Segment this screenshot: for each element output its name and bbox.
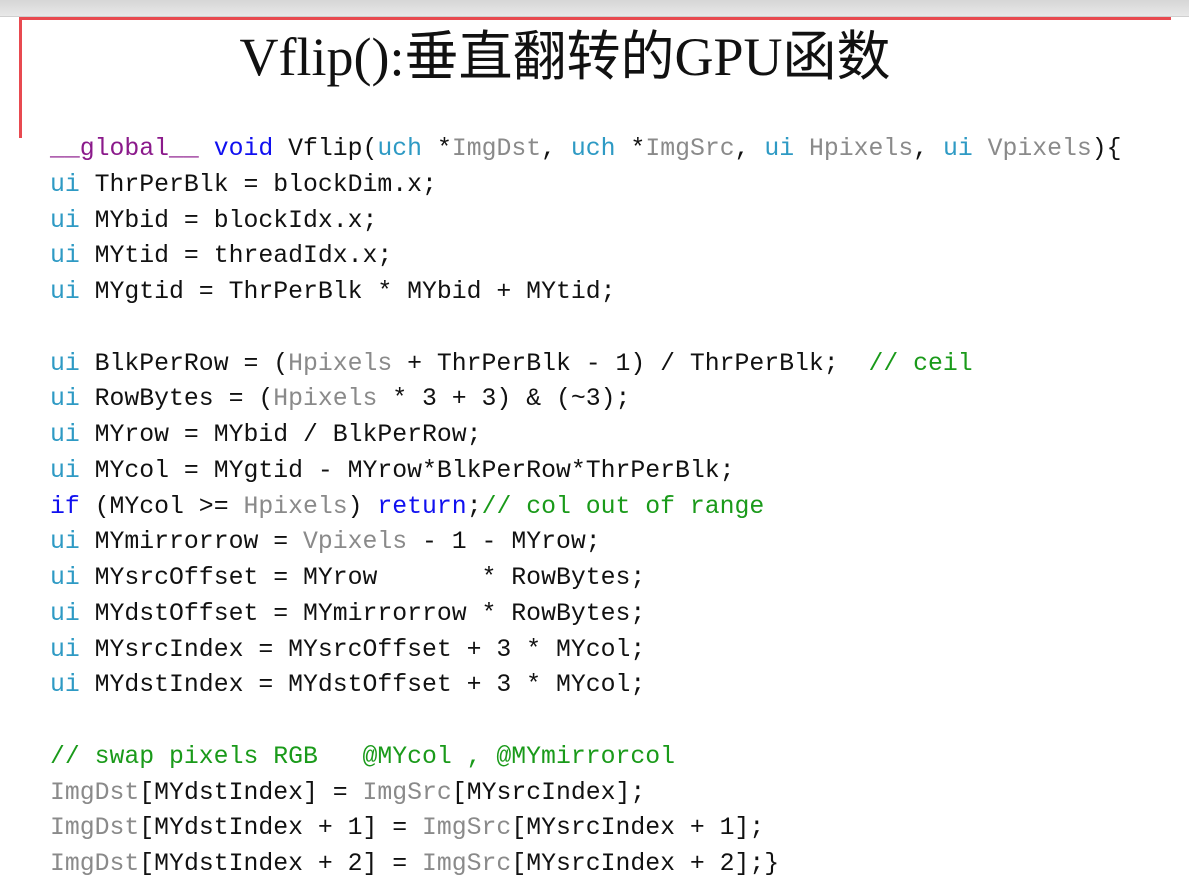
code-line: ui MYgtid = ThrPerBlk * MYbid + MYtid; <box>50 275 1122 311</box>
code-token: [MYsrcIndex + 2];} <box>511 850 780 878</box>
code-token: ui <box>50 349 80 378</box>
code-token: MYtid = threadIdx.x; <box>79 242 393 271</box>
code-token <box>973 135 988 163</box>
code-token: MYmirrorrow = <box>79 528 303 557</box>
code-token: , <box>734 135 765 163</box>
code-token: MYgtid = ThrPerBlk * MYbid + MYtid; <box>79 278 616 306</box>
code-token: [MYsrcIndex + 1]; <box>511 814 765 843</box>
code-token: MYrow = MYbid / BlkPerRow; <box>79 421 482 449</box>
title-accent-line <box>19 17 1171 20</box>
code-line: __global__ void Vflip(uch *ImgDst, uch *… <box>50 132 1122 168</box>
code-line: ImgDst[MYdstIndex + 2] = ImgSrc[MYsrcInd… <box>50 847 1122 883</box>
code-token: ui <box>50 170 80 199</box>
code-line: ui MYmirrorrow = Vpixels - 1 - MYrow; <box>50 525 1122 561</box>
code-token: ui <box>50 206 80 235</box>
code-line: ui MYsrcIndex = MYsrcOffset + 3 * MYcol; <box>50 633 1122 669</box>
code-token: , <box>913 135 943 163</box>
code-token: return <box>377 492 467 521</box>
code-token: Hpixels <box>288 349 393 378</box>
code-token: Vpixels <box>302 528 408 557</box>
code-token: Hpixels <box>243 492 348 521</box>
code-token: Vflip( <box>273 135 378 163</box>
code-token: // col out of range <box>481 492 765 521</box>
code-token: [MYdstIndex + 1] = <box>139 814 423 843</box>
code-token: ImgDst <box>50 814 140 843</box>
code-token: ui <box>50 528 80 557</box>
code-line: ui RowBytes = (Hpixels * 3 + 3) & (~3); <box>50 382 1122 418</box>
code-token: * <box>422 135 452 163</box>
code-line: ui BlkPerRow = (Hpixels + ThrPerBlk - 1)… <box>50 347 1122 383</box>
code-token: ui <box>50 671 80 700</box>
code-line <box>50 704 1122 740</box>
code-token: [MYdstIndex] = <box>139 778 363 807</box>
code-line: ui MYbid = blockIdx.x; <box>50 204 1122 240</box>
code-token: Hpixels <box>809 135 914 163</box>
code-line <box>50 311 1122 347</box>
code-token: Vpixels <box>987 135 1092 163</box>
code-token: ui <box>50 599 80 628</box>
code-token: + ThrPerBlk - 1) / ThrPerBlk; <box>392 349 869 378</box>
code-line: ui MYcol = MYgtid - MYrow*BlkPerRow*ThrP… <box>50 454 1122 490</box>
window-top-bar <box>0 0 1189 17</box>
code-token: ui <box>50 564 80 592</box>
code-line: ImgDst[MYdstIndex + 1] = ImgSrc[MYsrcInd… <box>50 811 1122 847</box>
code-token: MYsrcIndex = MYsrcOffset + 3 * MYcol; <box>79 635 646 664</box>
code-token: ){ <box>1091 135 1122 163</box>
code-token: [MYdstIndex + 2] = <box>139 850 423 878</box>
code-token: RowBytes = ( <box>79 385 274 414</box>
code-line: ui MYsrcOffset = MYrow * RowBytes; <box>50 561 1122 597</box>
code-token: ) <box>347 492 378 521</box>
code-line: ui MYdstOffset = MYmirrorrow * RowBytes; <box>50 597 1122 633</box>
code-token: uch <box>570 135 616 163</box>
code-line: ui ThrPerBlk = blockDim.x; <box>50 168 1122 204</box>
code-line: // swap pixels RGB @MYcol , @MYmirrorcol <box>50 740 1122 776</box>
code-token: ui <box>50 421 80 449</box>
title-accent-bar <box>19 17 22 138</box>
code-token: ImgDst <box>50 850 140 878</box>
code-token: ThrPerBlk = blockDim.x; <box>79 170 437 199</box>
code-token: ui <box>50 456 80 485</box>
code-token <box>199 135 214 163</box>
code-token: ImgSrc <box>645 135 735 163</box>
slide-title: Vflip():垂直翻转的GPU函数 <box>239 27 891 87</box>
code-token: ui <box>942 135 973 163</box>
code-token: MYdstOffset = MYmirrorrow * RowBytes; <box>79 599 646 628</box>
code-line: ui MYtid = threadIdx.x; <box>50 239 1122 275</box>
code-token: MYcol = MYgtid - MYrow*BlkPerRow*ThrPerB… <box>79 456 735 485</box>
code-token: * 3 + 3) & (~3); <box>377 385 631 414</box>
code-line: ui MYdstIndex = MYdstOffset + 3 * MYcol; <box>50 668 1122 704</box>
code-token: if <box>50 492 80 521</box>
code-token: , <box>541 135 571 163</box>
code-token: MYdstIndex = MYdstOffset + 3 * MYcol; <box>79 671 646 700</box>
code-token: - 1 - MYrow; <box>407 528 601 557</box>
code-token: ui <box>764 135 795 163</box>
code-token: void <box>213 135 274 163</box>
code-token: ; <box>466 492 482 521</box>
code-token: ImgSrc <box>422 850 512 878</box>
code-token: uch <box>377 135 423 163</box>
code-token: ImgDst <box>451 135 542 163</box>
code-token: BlkPerRow = ( <box>79 349 289 378</box>
code-token: ImgDst <box>50 778 140 807</box>
code-token: __global__ <box>50 135 199 163</box>
code-block: __global__ void Vflip(uch *ImgDst, uch *… <box>50 132 1122 883</box>
code-token: ui <box>50 635 80 664</box>
code-token: (MYcol >= <box>79 492 244 521</box>
code-token: // ceil <box>868 349 973 378</box>
code-token: Hpixels <box>273 385 378 414</box>
code-token <box>794 135 809 163</box>
code-token: [MYsrcIndex]; <box>451 778 646 807</box>
code-line: ImgDst[MYdstIndex] = ImgSrc[MYsrcIndex]; <box>50 776 1122 812</box>
code-token: ui <box>50 242 80 271</box>
code-token: * <box>615 135 646 163</box>
code-line: if (MYcol >= Hpixels) return;// col out … <box>50 490 1122 526</box>
code-token: // swap pixels RGB @MYcol , @MYmirrorcol <box>50 742 675 771</box>
code-token: MYbid = blockIdx.x; <box>79 206 378 235</box>
code-token: ImgSrc <box>362 778 452 807</box>
code-token: ImgSrc <box>422 814 512 843</box>
code-token: ui <box>50 385 80 414</box>
code-line: ui MYrow = MYbid / BlkPerRow; <box>50 418 1122 454</box>
code-token: ui <box>50 278 80 306</box>
code-token: MYsrcOffset = MYrow * RowBytes; <box>79 564 646 592</box>
